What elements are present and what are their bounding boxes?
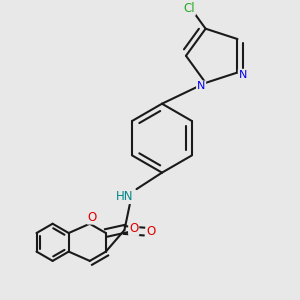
Text: O: O	[88, 211, 97, 224]
Text: Cl: Cl	[183, 2, 195, 15]
Text: N: N	[197, 82, 205, 92]
Text: O: O	[147, 225, 156, 238]
Text: N: N	[239, 70, 247, 80]
Text: O: O	[129, 222, 138, 235]
Text: HN: HN	[116, 190, 133, 203]
